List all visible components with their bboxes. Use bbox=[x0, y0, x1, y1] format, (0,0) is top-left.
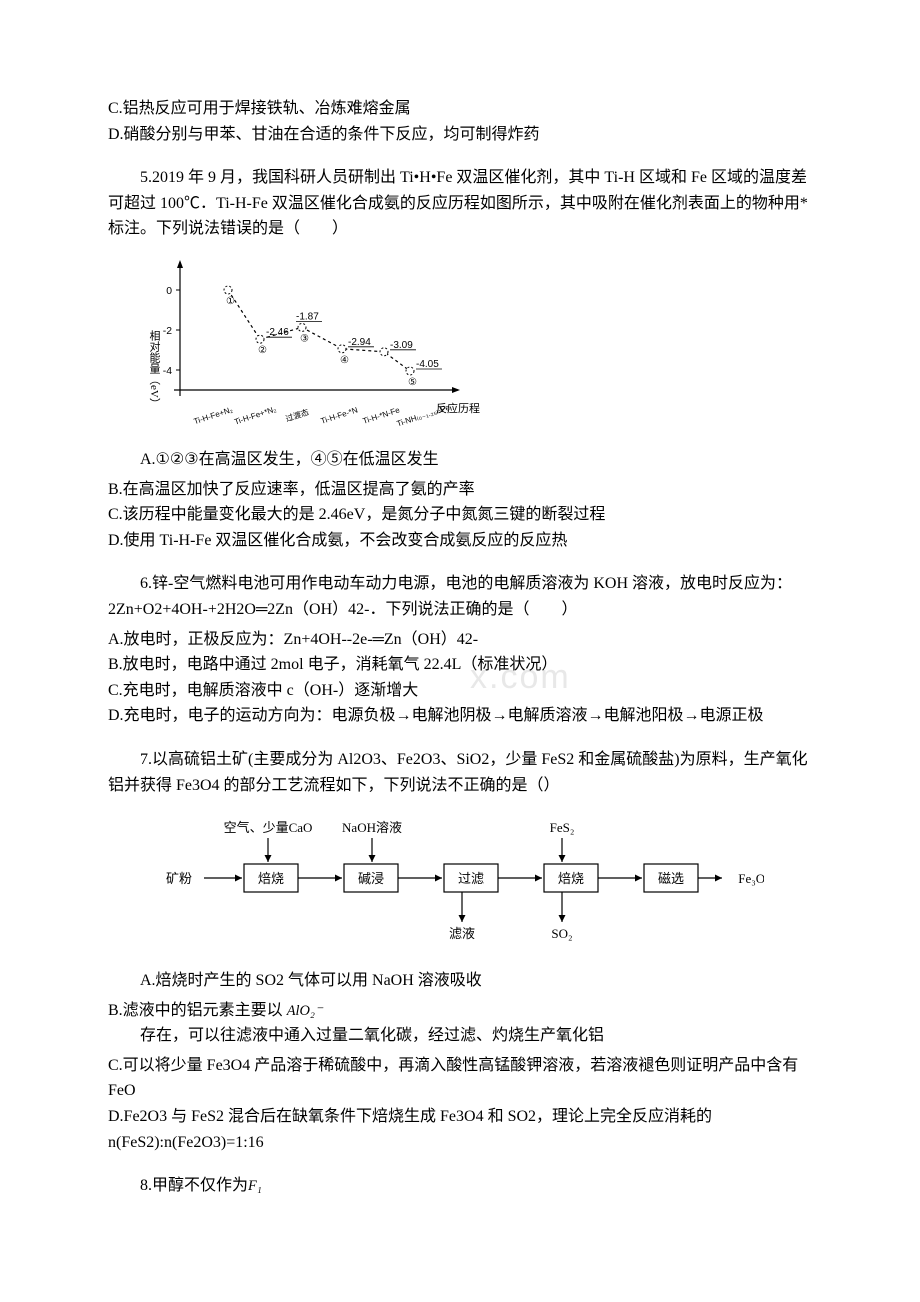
svg-text:Ti-H-Fe+*N₂: Ti-H-Fe+*N₂ bbox=[233, 405, 277, 427]
svg-text:矿粉: 矿粉 bbox=[166, 871, 192, 886]
q4-option-c: C.铝热反应可用于焊接铁轨、冶炼难熔金属 bbox=[108, 96, 812, 122]
svg-text:过渡态: 过渡态 bbox=[284, 407, 310, 424]
q5-stem: 5.2019 年 9 月，我国科研人员研制出 Ti•H•Fe 双温区催化剂，其中… bbox=[108, 165, 812, 242]
svg-text:Ti-H-Fe-*N: Ti-H-Fe-*N bbox=[320, 405, 359, 425]
question-6: 6.锌-空气燃料电池可用作电动车动力电源，电池的电解质溶液为 KOH 溶液，放电… bbox=[108, 571, 812, 729]
q5-option-a: A.①②③在高温区发生，④⑤在低温区发生 bbox=[108, 447, 812, 473]
svg-text:焙烧: 焙烧 bbox=[258, 871, 284, 886]
svg-text:碱浸: 碱浸 bbox=[358, 871, 384, 886]
svg-text:-3.09: -3.09 bbox=[390, 340, 413, 351]
q5-option-b: B.在高温区加快了反应速率，低温区提高了氨的产率 bbox=[108, 477, 812, 503]
question-5: 5.2019 年 9 月，我国科研人员研制出 Ti•H•Fe 双温区催化剂，其中… bbox=[108, 165, 812, 553]
svg-text:①: ① bbox=[226, 296, 235, 307]
q7-stem: 7.以高硫铝土矿(主要成分为 Al2O3、Fe2O3、SiO2，少量 FeS2 … bbox=[108, 747, 812, 798]
q6-option-d: D.充电时，电子的运动方向为：电源负极→电解池阴极→电解质溶液→电解池阳极→电源… bbox=[108, 703, 812, 729]
q4-option-d: D.硝酸分别与甲苯、甘油在合适的条件下反应，均可制得炸药 bbox=[108, 122, 812, 148]
question-7: 7.以高硫铝土矿(主要成分为 Al2O3、Fe2O3、SiO2，少量 FeS2 … bbox=[108, 747, 812, 1155]
q7-option-b-pre: B.滤液中的铝元素主要以 bbox=[108, 1002, 283, 1019]
q6-stem: 6.锌-空气燃料电池可用作电动车动力电源，电池的电解质溶液为 KOH 溶液，放电… bbox=[108, 571, 812, 622]
q7-option-b-cont: 存在，可以往滤液中通入过量二氧化碳，经过滤、灼烧生产氧化铝 bbox=[108, 1023, 812, 1049]
svg-text:FeS₂: FeS₂ bbox=[550, 820, 575, 835]
q7-flowchart: 矿粉 焙烧 碱浸 过滤 焙烧 磁选 Fe₃O₄ 空气、少量CaO NaOH溶液 FeS₂ 滤液 SO₂ bbox=[144, 808, 812, 958]
q7-option-a: A.焙烧时产生的 SO2 气体可以用 NaOH 溶液吸收 bbox=[108, 968, 812, 994]
svg-text:空气、少量CaO: 空气、少量CaO bbox=[224, 820, 313, 835]
svg-text:NaOH溶液: NaOH溶液 bbox=[342, 820, 402, 835]
q5-option-d: D.使用 Ti-H-Fe 双温区催化合成氨，不会改变合成氨反应的反应热 bbox=[108, 528, 812, 554]
q7-option-b: B.滤液中的铝元素主要以 AlO₂⁻ bbox=[108, 998, 812, 1024]
question-8: 8.甲醇不仅作为F₁ bbox=[108, 1173, 812, 1199]
svg-text:-2: -2 bbox=[163, 326, 172, 337]
svg-text:-2.94: -2.94 bbox=[348, 337, 371, 348]
q7-option-d: D.Fe2O3 与 FeS2 混合后在缺氧条件下焙烧生成 Fe3O4 和 SO2… bbox=[108, 1104, 812, 1155]
q7-option-c: C.可以将少量 Fe3O4 产品溶于稀硫酸中，再滴入酸性高锰酸钾溶液，若溶液褪色… bbox=[108, 1053, 812, 1104]
svg-text:Ti-H-*N-Fe: Ti-H-*N-Fe bbox=[362, 405, 402, 426]
q6-option-a: A.放电时，正极反应为：Zn+4OH--2e-═Zn（OH）42- bbox=[108, 627, 812, 653]
svg-text:④: ④ bbox=[340, 355, 349, 366]
svg-text:SO₂: SO₂ bbox=[551, 926, 572, 941]
svg-text:⑤: ⑤ bbox=[408, 377, 417, 388]
svg-text:磁选: 磁选 bbox=[658, 871, 684, 886]
q7-option-b-formula: AlO₂⁻ bbox=[287, 1003, 323, 1019]
q6-option-c: C.充电时，电解质溶液中 c（OH-）逐渐增大 bbox=[108, 678, 812, 704]
svg-text:焙烧: 焙烧 bbox=[558, 871, 584, 886]
q5-energy-chart: 0 -2 -4相对能量（eV） ① -2.46 ② -1.87 ③ -2.94 ④ -3.09-4.… bbox=[144, 252, 812, 437]
svg-text:-4.05: -4.05 bbox=[416, 359, 439, 370]
svg-text:Fe₃O₄: Fe₃O₄ bbox=[738, 871, 764, 886]
svg-text:③: ③ bbox=[300, 333, 309, 344]
q8-stem-pre: 8.甲醇不仅作为 bbox=[140, 1177, 248, 1194]
svg-text:滤液: 滤液 bbox=[449, 926, 475, 941]
svg-text:过滤: 过滤 bbox=[458, 871, 484, 886]
svg-text:反应历程: 反应历程 bbox=[436, 401, 480, 415]
svg-text:相对能量（eV）: 相对能量（eV） bbox=[148, 330, 161, 409]
question-4-tail: C.铝热反应可用于焊接铁轨、冶炼难熔金属 D.硝酸分别与甲苯、甘油在合适的条件下… bbox=[108, 96, 812, 147]
svg-text:②: ② bbox=[258, 345, 267, 356]
svg-text:0: 0 bbox=[166, 286, 172, 297]
svg-text:-2.46: -2.46 bbox=[266, 327, 289, 338]
q8-stem: 8.甲醇不仅作为F₁ bbox=[108, 1173, 812, 1199]
svg-text:-1.87: -1.87 bbox=[296, 311, 319, 322]
q5-option-c: C.该历程中能量变化最大的是 2.46eV，是氮分子中氮氮三键的断裂过程 bbox=[108, 502, 812, 528]
svg-text:-4: -4 bbox=[163, 366, 172, 377]
svg-text:Ti-H-Fe+N₂: Ti-H-Fe+N₂ bbox=[193, 405, 234, 426]
q8-stem-formula: F₁ bbox=[248, 1178, 262, 1194]
q6-option-b: B.放电时，电路中通过 2mol 电子，消耗氧气 22.4L（标准状况） bbox=[108, 652, 812, 678]
